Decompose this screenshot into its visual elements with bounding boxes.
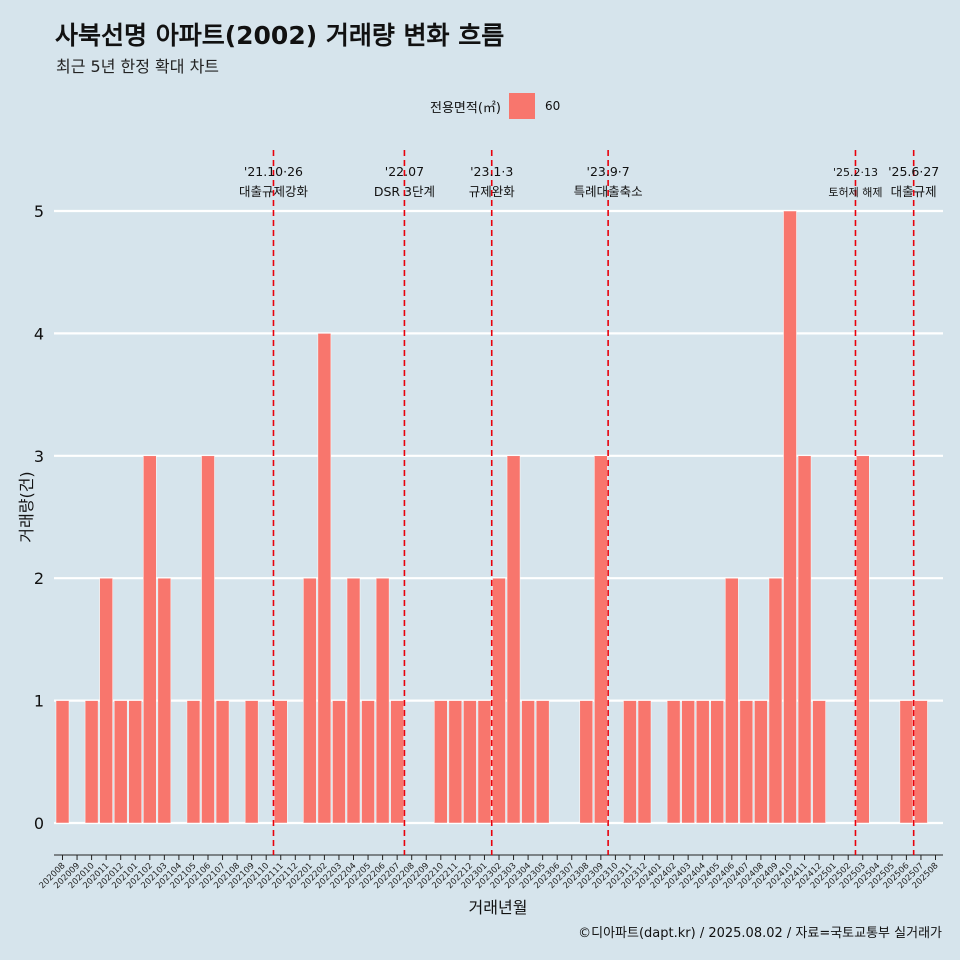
bar-202212 <box>463 700 477 824</box>
bar-202105 <box>186 700 201 824</box>
bar-202402 <box>666 700 681 824</box>
bar-202303 <box>506 455 521 824</box>
annotation-date-4: '25.2·13 <box>833 166 878 179</box>
bar-202008 <box>55 700 70 824</box>
annotation-label-1: DSR 3단계 <box>374 184 435 199</box>
annotation-date-2: '23.1·3 <box>470 164 513 179</box>
bar-202111 <box>274 700 288 824</box>
bar-202106 <box>201 455 215 824</box>
annotation-date-0: '21.10·26 <box>244 164 303 179</box>
bar-202404 <box>695 700 710 824</box>
bar-202301 <box>477 700 492 824</box>
annotation-label-4: 토허제 해제 <box>828 185 882 199</box>
bar-202109 <box>244 700 259 824</box>
x-axis-title: 거래년월 <box>469 898 528 917</box>
bar-202101 <box>128 700 142 824</box>
bar-202103 <box>157 577 172 824</box>
bar-202207 <box>390 700 404 824</box>
legend-swatch <box>508 93 535 119</box>
bar-202308 <box>579 700 594 824</box>
bar-202507 <box>914 700 928 824</box>
bar-202312 <box>637 700 652 824</box>
bar-202305 <box>535 700 550 824</box>
y-axis-title: 거래량(건) <box>17 471 36 542</box>
bar-202405 <box>710 700 724 824</box>
bar-202203 <box>332 700 346 824</box>
annotation-date-3: '23.9·7 <box>587 164 630 179</box>
bar-202503 <box>856 455 870 824</box>
bar-202204 <box>346 577 361 824</box>
chart-subtitle: 최근 5년 한정 확대 차트 <box>56 57 220 76</box>
legend-label: 60 <box>544 99 561 113</box>
y-tick-label: 0 <box>34 814 44 833</box>
y-tick-label: 2 <box>34 569 44 588</box>
y-tick-label: 5 <box>34 202 44 221</box>
bar-202407 <box>739 700 754 824</box>
bar-202010 <box>84 700 99 824</box>
legend: 전용면적(㎡) 60 <box>430 93 560 119</box>
annotation-label-0: 대출규제강화 <box>239 184 309 199</box>
bar-202410 <box>783 210 797 824</box>
legend-title: 전용면적(㎡) <box>430 100 501 116</box>
bar-202202 <box>317 333 332 824</box>
bar-202012 <box>113 700 128 824</box>
bar-202102 <box>143 455 157 824</box>
annotation-label-5: 대출규제 <box>891 184 937 199</box>
bar-202201 <box>303 577 317 824</box>
caption: ©디아파트(dapt.kr) / 2025.08.02 / 자료=국토교통부 실… <box>578 926 942 941</box>
bar-202403 <box>681 700 695 824</box>
bar-202411 <box>797 455 812 824</box>
bar-202011 <box>99 577 113 824</box>
bar-202309 <box>594 455 608 824</box>
y-tick-label: 4 <box>34 324 44 343</box>
annotation-label-3: 특례대출축소 <box>574 184 643 199</box>
annotation-date-1: '22.07 <box>385 164 424 179</box>
bar-202107 <box>215 700 230 824</box>
bar-202409 <box>768 577 783 824</box>
bar-202412 <box>812 700 826 824</box>
bar-202205 <box>361 700 375 824</box>
bar-202210 <box>434 700 448 824</box>
bar-202506 <box>899 700 914 824</box>
bar-202302 <box>492 577 506 824</box>
bar-202304 <box>521 700 535 824</box>
bar-202206 <box>375 577 390 824</box>
bar-202311 <box>623 700 637 824</box>
bar-202406 <box>725 577 739 824</box>
chart-title: 사북선명 아파트(2002) 거래량 변화 흐름 <box>55 21 505 50</box>
y-tick-label: 3 <box>34 447 44 466</box>
annotation-label-2: 규제완화 <box>469 184 516 199</box>
bar-202408 <box>754 700 768 824</box>
bar-202211 <box>448 700 463 824</box>
y-tick-label: 1 <box>34 692 44 711</box>
annotation-date-5: '25.6·27 <box>888 164 939 179</box>
